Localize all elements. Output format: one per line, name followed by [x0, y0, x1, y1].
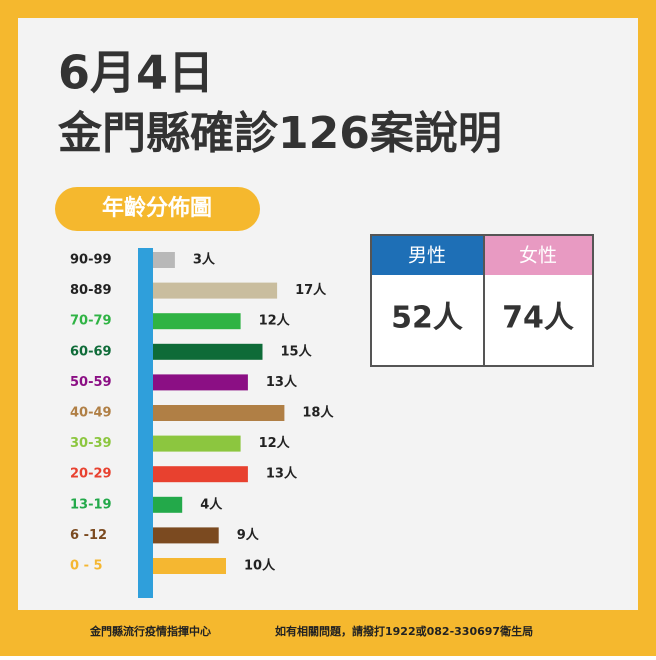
bar	[153, 282, 278, 299]
category-label: 40-49	[70, 406, 112, 421]
bar	[153, 405, 285, 421]
value-label: 12人	[259, 313, 291, 329]
value-label: 13人	[266, 374, 298, 390]
category-label: 0 - 5	[70, 559, 103, 574]
female-header: 女性	[519, 245, 557, 267]
category-label: 60-69	[70, 344, 112, 359]
value-label: 15人	[281, 343, 313, 359]
value-label: 9人	[237, 527, 260, 543]
bar	[153, 343, 263, 360]
bar	[153, 313, 241, 330]
female-count: 74人	[502, 301, 574, 336]
female-header-bg	[484, 235, 593, 275]
bar	[153, 496, 183, 513]
category-label: 13-19	[70, 497, 112, 512]
value-label: 17人	[295, 282, 327, 298]
bar	[153, 558, 226, 574]
footer-right: 如有相關問題，請撥打1922或082-330697衛生局	[275, 624, 533, 638]
value-label: 3人	[193, 252, 216, 268]
value-label: 4人	[200, 496, 223, 512]
male-header-bg	[371, 235, 484, 275]
title: 金門縣確診126案說明	[57, 108, 502, 159]
date: 6月4日	[58, 46, 214, 100]
male-header: 男性	[408, 245, 446, 267]
table-border	[370, 234, 594, 367]
category-label: 50-59	[70, 375, 112, 390]
bar	[153, 466, 248, 483]
category-label: 70-79	[70, 314, 112, 329]
gender-table: 男性 女性 52人 74人	[370, 234, 594, 367]
value-label: 10人	[244, 558, 276, 574]
category-label: 20-29	[70, 467, 112, 482]
table-body	[371, 275, 593, 366]
category-label: 30-39	[70, 436, 112, 451]
axis-bar	[138, 248, 153, 598]
bar	[153, 252, 175, 268]
value-label: 12人	[259, 435, 291, 451]
bar	[153, 527, 219, 544]
footer-left: 金門縣流行疫情指揮中心	[89, 624, 211, 638]
bar	[153, 374, 248, 391]
badge	[55, 187, 260, 231]
category-label: 6 -12	[70, 528, 107, 543]
category-label: 80-89	[70, 283, 112, 298]
male-count: 52人	[391, 301, 463, 336]
bar	[153, 435, 241, 452]
badge-text: 年齡分佈圖	[102, 195, 212, 221]
category-label: 90-99	[70, 253, 112, 268]
value-label: 18人	[302, 405, 334, 421]
value-label: 13人	[266, 466, 298, 482]
